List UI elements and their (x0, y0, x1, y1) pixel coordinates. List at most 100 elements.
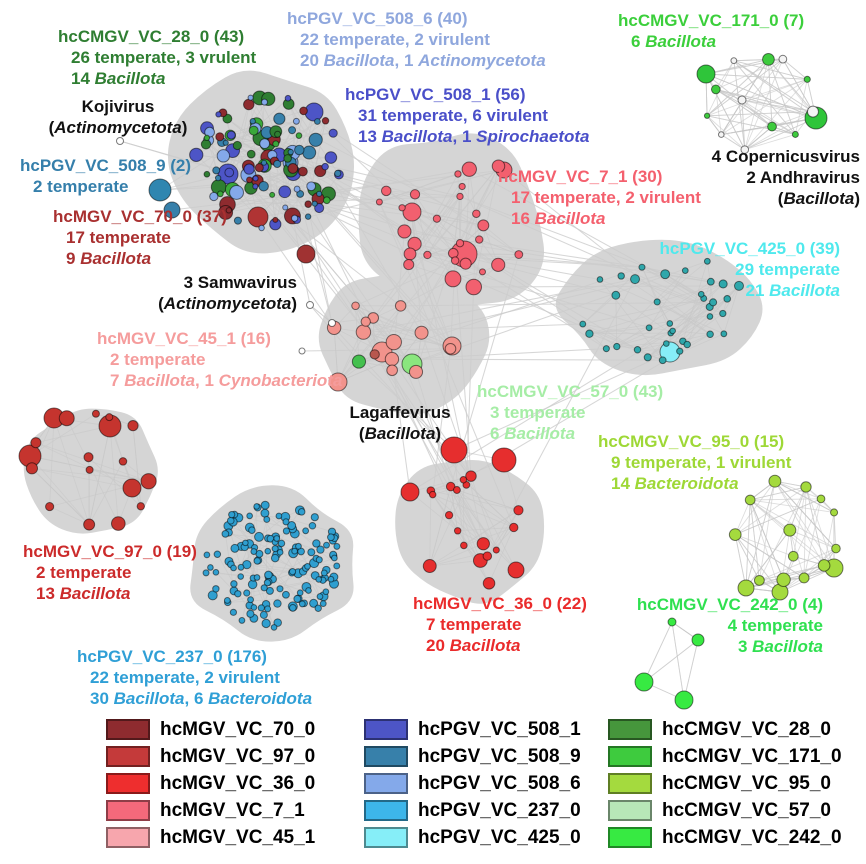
legend-label: hcCMGV_VC_95_0 (662, 772, 831, 794)
genome-node (270, 553, 280, 563)
genome-node (380, 185, 392, 197)
genome-node (328, 372, 348, 392)
genome-node (230, 564, 237, 572)
genome-node (127, 419, 139, 432)
genome-node (324, 151, 338, 164)
genome-node (259, 138, 271, 149)
legend-item: hcMGV_VC_70_0 (106, 716, 315, 743)
genome-node (260, 500, 270, 510)
genome-node (321, 162, 329, 171)
genome-node (273, 112, 286, 125)
genome-node (492, 546, 500, 554)
genome-node (333, 562, 341, 570)
genome-node (249, 118, 256, 125)
genome-node (228, 510, 236, 519)
legend-swatch (106, 827, 150, 848)
genome-node (465, 278, 483, 296)
genome-node (238, 617, 246, 624)
genome-node (58, 410, 75, 427)
genome-node (737, 579, 755, 597)
genome-node (273, 159, 282, 169)
genome-node (803, 75, 811, 83)
genome-node (261, 618, 271, 629)
genome-node (669, 327, 676, 335)
genome-node (230, 543, 240, 553)
genome-node (402, 202, 422, 222)
genome-node (292, 117, 300, 125)
genome-node (273, 618, 282, 627)
genome-node (223, 597, 231, 604)
legend-item: hcCMGV_VC_57_0 (608, 797, 842, 824)
genome-node (310, 513, 319, 522)
genome-node (83, 518, 96, 531)
legend-item: hcMGV_VC_7_1 (106, 797, 315, 824)
genome-node (252, 183, 259, 190)
genome-node (816, 494, 826, 504)
genome-node (85, 465, 94, 474)
genome-node (585, 329, 594, 338)
genome-node (744, 494, 756, 506)
genome-node (243, 98, 255, 111)
legend-item: hcMGV_VC_45_1 (106, 824, 315, 851)
genome-node (454, 170, 462, 178)
genome-node (207, 590, 218, 601)
genome-node (203, 170, 211, 178)
genome-node (676, 347, 684, 355)
genome-node (308, 132, 323, 147)
genome-node (409, 189, 421, 200)
genome-node (423, 250, 432, 260)
genome-node (327, 533, 335, 542)
genome-node (254, 163, 264, 173)
legend-item: hcCMGV_VC_171_0 (608, 743, 842, 770)
genome-node (331, 554, 338, 562)
genome-node (444, 342, 457, 355)
legend-label: hcMGV_VC_45_1 (160, 826, 316, 848)
genome-node (282, 518, 290, 526)
genome-node (709, 298, 718, 307)
legend-swatch (106, 719, 150, 740)
genome-node (491, 257, 506, 272)
genome-node (215, 132, 225, 142)
genome-node (272, 140, 280, 148)
genome-node (287, 162, 299, 174)
genome-node (414, 325, 429, 340)
genome-node (706, 330, 714, 338)
legend-label: hcMGV_VC_70_0 (160, 718, 316, 740)
genome-node (323, 541, 330, 549)
genome-node (662, 340, 670, 347)
legend-item: hcPGV_VC_237_0 (364, 797, 581, 824)
genome-node (459, 257, 472, 270)
legend-item: hcPGV_VC_508_9 (364, 743, 581, 770)
genome-node (830, 508, 839, 517)
genome-node (122, 478, 142, 498)
genome-node (459, 475, 468, 484)
genome-node (213, 550, 222, 558)
genome-node (375, 198, 383, 206)
genome-node (596, 276, 604, 283)
genome-node (334, 169, 342, 178)
genome-node (273, 599, 282, 608)
genome-node (282, 204, 289, 211)
genome-node (316, 190, 323, 197)
genome-node (30, 437, 42, 449)
genome-node (246, 149, 256, 159)
genome-node (307, 548, 316, 557)
genome-node (653, 298, 661, 306)
genome-node (233, 216, 242, 225)
genome-node (806, 105, 819, 118)
genome-node (299, 106, 308, 116)
legend-column-2: hcCMGV_VC_28_0 hcCMGV_VC_171_0 hcCMGV_VC_9… (608, 716, 842, 851)
genome-node (778, 54, 788, 64)
genome-node (369, 349, 380, 360)
genome-node (394, 300, 407, 312)
legend-label: hcPGV_VC_508_6 (418, 772, 581, 794)
genome-node (309, 598, 319, 608)
genome-node (222, 139, 229, 146)
genome-node (25, 462, 39, 475)
genome-node (45, 502, 55, 512)
legend-item: hcMGV_VC_36_0 (106, 770, 315, 797)
genome-node (253, 557, 261, 565)
genome-node (491, 447, 517, 473)
